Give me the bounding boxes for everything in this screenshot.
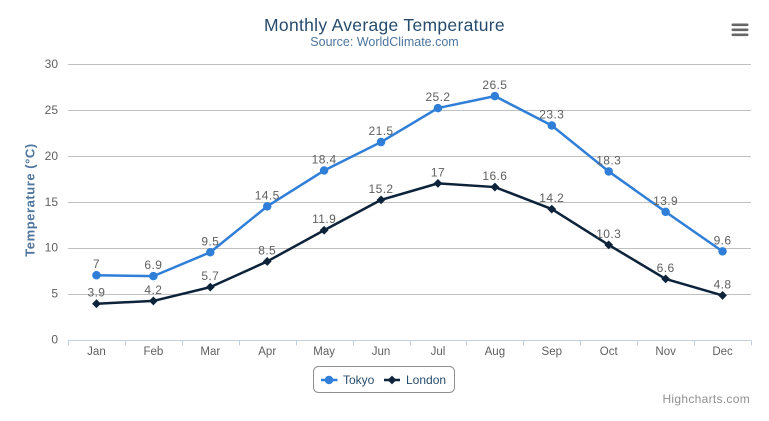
svg-text:23.3: 23.3: [539, 108, 564, 122]
svg-text:13.9: 13.9: [653, 194, 678, 208]
svg-text:Temperature (°C): Temperature (°C): [23, 143, 38, 256]
svg-text:Mar: Mar: [200, 346, 220, 358]
svg-text:Jan: Jan: [87, 346, 106, 358]
svg-text:Nov: Nov: [655, 346, 676, 358]
svg-text:14.2: 14.2: [539, 191, 564, 205]
svg-text:8.5: 8.5: [258, 243, 276, 257]
svg-text:17: 17: [431, 165, 445, 179]
svg-text:Tokyo: Tokyo: [343, 373, 375, 387]
svg-text:6.6: 6.6: [657, 261, 675, 275]
svg-text:9.6: 9.6: [714, 233, 732, 247]
svg-text:16.6: 16.6: [482, 169, 507, 183]
svg-text:Source: WorldClimate.com: Source: WorldClimate.com: [310, 35, 458, 49]
svg-text:10.3: 10.3: [596, 227, 621, 241]
svg-text:4.8: 4.8: [714, 277, 732, 291]
svg-text:25: 25: [45, 103, 59, 117]
svg-text:10: 10: [45, 241, 59, 255]
svg-text:London: London: [406, 373, 446, 387]
svg-text:5: 5: [51, 287, 58, 301]
svg-text:30: 30: [45, 57, 59, 71]
svg-text:Jul: Jul: [431, 346, 446, 358]
svg-text:20: 20: [45, 149, 59, 163]
svg-text:Monthly Average Temperature: Monthly Average Temperature: [264, 15, 505, 35]
svg-text:Apr: Apr: [258, 346, 276, 358]
svg-text:18.3: 18.3: [596, 153, 621, 167]
svg-text:0: 0: [51, 333, 58, 347]
svg-text:5.7: 5.7: [201, 269, 219, 283]
svg-text:Highcharts.com: Highcharts.com: [662, 392, 750, 406]
svg-text:Sep: Sep: [542, 346, 562, 358]
svg-text:Feb: Feb: [143, 346, 163, 358]
svg-text:May: May: [313, 346, 335, 358]
svg-text:Oct: Oct: [600, 346, 619, 358]
svg-text:9.5: 9.5: [201, 234, 219, 248]
svg-text:6.9: 6.9: [144, 258, 162, 272]
svg-text:21.5: 21.5: [369, 124, 394, 138]
svg-text:25.2: 25.2: [425, 90, 450, 104]
svg-text:7: 7: [93, 257, 100, 271]
svg-text:3.9: 3.9: [88, 286, 106, 300]
svg-text:Jun: Jun: [372, 346, 391, 358]
svg-text:15.2: 15.2: [369, 182, 394, 196]
svg-text:26.5: 26.5: [482, 78, 507, 92]
svg-text:15: 15: [45, 195, 59, 209]
svg-text:11.9: 11.9: [312, 212, 336, 226]
svg-text:Aug: Aug: [485, 346, 505, 358]
svg-text:18.4: 18.4: [312, 153, 337, 167]
svg-text:4.2: 4.2: [144, 283, 162, 297]
svg-text:14.5: 14.5: [255, 188, 280, 202]
svg-text:Dec: Dec: [712, 346, 733, 358]
